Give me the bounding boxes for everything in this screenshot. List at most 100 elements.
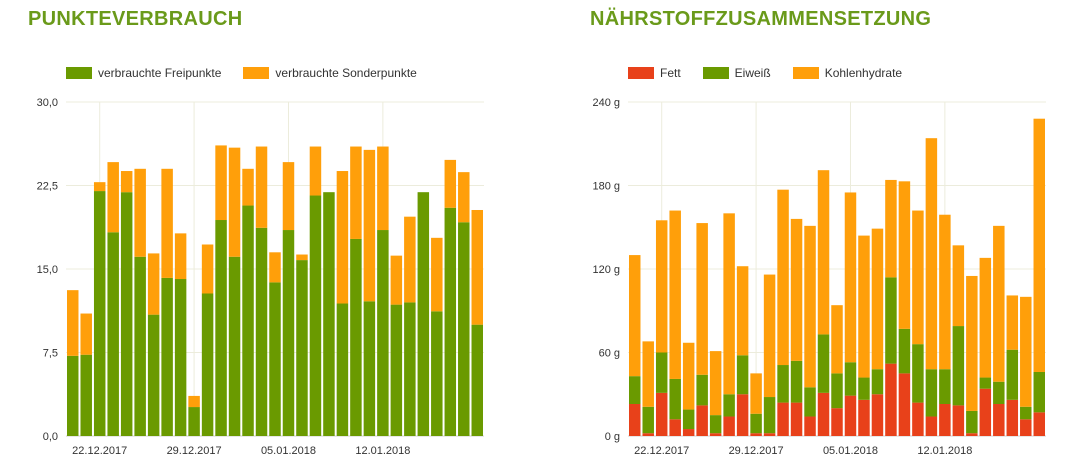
bar-segment — [161, 277, 173, 436]
legend-item-fett[interactable]: Fett — [628, 66, 681, 80]
bar-segment — [215, 220, 227, 436]
legend-swatch-sonderpunkte — [243, 67, 270, 79]
bar-segment — [363, 301, 376, 436]
legend-label-kohlenhydrate: Kohlenhydrate — [824, 66, 903, 80]
bar-segment — [444, 159, 457, 208]
legend-item-kohlenhydrate[interactable]: Kohlenhydrate — [792, 66, 903, 80]
bar-segment — [790, 402, 803, 436]
bar-segment — [871, 394, 884, 436]
legend-swatch-kohlenhydrate — [792, 67, 819, 79]
x-tick-label: 12.01.2018 — [917, 445, 972, 457]
bar-segment — [431, 311, 443, 436]
bar-segment — [377, 146, 389, 231]
bar-segment — [363, 149, 376, 302]
legend-item-sonderpunkte[interactable]: verbrauchte Sonderpunkte — [243, 66, 417, 80]
bar-segment — [1020, 406, 1032, 420]
y-tick-label: 7,5 — [43, 348, 58, 360]
bar-segment — [188, 407, 200, 436]
bar-segment — [790, 218, 803, 361]
bar-segment — [966, 410, 978, 434]
bar-segment — [723, 213, 735, 395]
bar-segment — [147, 314, 160, 436]
bar-segment — [296, 260, 308, 436]
y-tick-label: 180 g — [592, 181, 620, 193]
bar-segment — [817, 334, 830, 393]
bar-segment — [296, 254, 308, 261]
legend-label-freipunkte: verbrauchte Freipunkte — [98, 66, 222, 80]
bar-segment — [201, 293, 214, 436]
bar-segment — [993, 381, 1005, 404]
bar-segment — [431, 237, 443, 312]
bar-segment — [939, 369, 951, 404]
bar-segment — [682, 429, 695, 436]
bar-segment — [309, 195, 322, 436]
bar-segment — [858, 399, 870, 436]
bar-segment — [966, 275, 978, 411]
bar-segment — [67, 355, 79, 436]
bar-segment — [696, 374, 708, 406]
y-tick-label: 0 g — [605, 431, 620, 443]
legend-item-eiweiss[interactable]: Eiweiß — [702, 66, 771, 80]
y-tick-label: 240 g — [592, 97, 620, 109]
bar-segment — [336, 303, 349, 436]
bar-segment — [709, 415, 722, 434]
x-tick-label: 22.12.2017 — [634, 445, 689, 457]
bar-segment — [763, 433, 776, 436]
bar-segment — [844, 192, 857, 363]
bar-segment — [844, 362, 857, 396]
bar-segment — [67, 290, 79, 356]
bar-segment — [871, 228, 884, 370]
bar-segment — [458, 172, 470, 223]
bar-segment — [147, 253, 160, 315]
bar-segment — [736, 266, 749, 356]
bar-segment — [993, 225, 1005, 382]
bar-segment — [390, 255, 403, 305]
bar-segment — [93, 191, 106, 436]
bar-segment — [336, 171, 349, 304]
bar-segment — [939, 214, 951, 370]
bar-segment — [777, 365, 789, 403]
bar-segment — [1033, 118, 1045, 372]
bar-segment — [107, 162, 119, 233]
bar-segment — [723, 416, 735, 436]
bar-segment — [952, 405, 965, 436]
bar-segment — [885, 363, 897, 436]
y-tick-label: 15,0 — [37, 264, 58, 276]
bar-segment — [174, 233, 187, 280]
x-tick-label: 05.01.2018 — [823, 445, 878, 457]
points-panel: PUNKTEVERBRAUCH verbrauchte Freipunkte v… — [0, 0, 520, 474]
legend-swatch-fett — [628, 67, 654, 79]
legend-swatch-freipunkte — [66, 67, 92, 79]
bar-segment — [763, 397, 776, 434]
y-tick-label: 120 g — [592, 264, 620, 276]
bar-segment — [831, 373, 843, 409]
legend-item-freipunkte[interactable]: verbrauchte Freipunkte — [66, 66, 221, 80]
x-tick-label: 29.12.2017 — [167, 445, 222, 457]
panel-title-nutrients: NÄHRSTOFFZUSAMMENSETZUNG — [590, 8, 932, 30]
bar-segment — [750, 433, 762, 436]
bar-segment — [269, 282, 281, 436]
bar-segment — [642, 341, 654, 407]
legend-label-sonderpunkte: verbrauchte Sonderpunkte — [275, 66, 417, 80]
y-tick-label: 22,5 — [37, 181, 58, 193]
bar-segment — [1006, 399, 1019, 436]
bar-segment — [898, 181, 911, 329]
bar-segment — [736, 355, 749, 395]
bar-segment — [242, 205, 254, 436]
bar-segment — [912, 402, 924, 436]
bar-segment — [1020, 419, 1032, 436]
bar-segment — [777, 189, 789, 366]
bar-segment — [804, 387, 816, 417]
bar-segment — [682, 342, 695, 410]
bar-segment — [120, 171, 133, 193]
bar-segment — [871, 369, 884, 395]
bar-segment — [709, 351, 722, 416]
bar-segment — [350, 238, 362, 436]
bar-segment — [898, 373, 911, 436]
bar-segment — [215, 145, 227, 221]
legend-label-eiweiss: Eiweiß — [734, 66, 771, 80]
bar-segment — [777, 402, 789, 436]
bar-segment — [669, 419, 681, 436]
nutrients-panel: NÄHRSTOFFZUSAMMENSETZUNG Fett Eiweiß Koh… — [560, 0, 1070, 474]
points-chart: 0,0 7,5 15,0 22,5 30,0 22.12.2017 29.12.2017 05… — [37, 97, 484, 457]
